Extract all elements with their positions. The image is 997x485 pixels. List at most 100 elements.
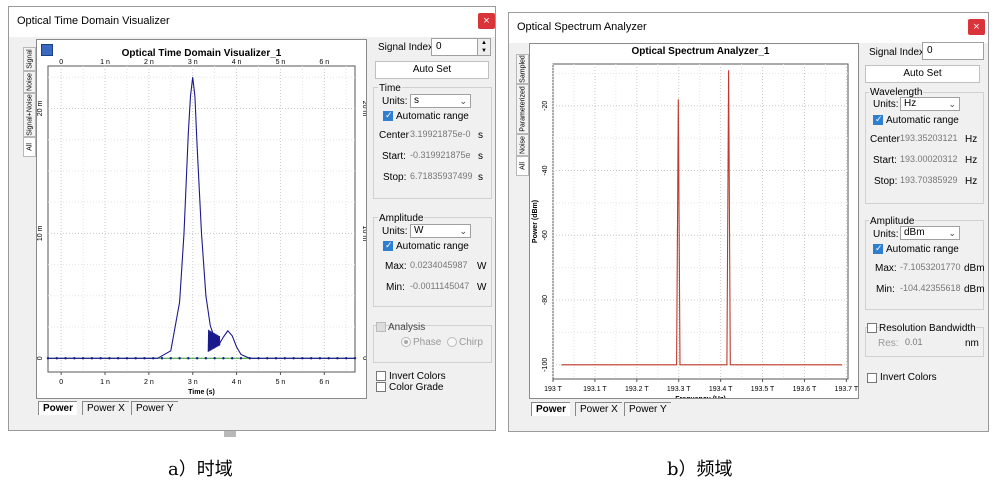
- window-title: Optical Spectrum Analyzer: [517, 21, 647, 33]
- wl-units-select[interactable]: Hz ⌄: [900, 97, 960, 111]
- y-tick-label-right: 20 m: [361, 101, 366, 117]
- tab-power[interactable]: Power: [531, 402, 571, 416]
- tab-noise[interactable]: Noise: [516, 134, 529, 156]
- tab-power[interactable]: Power: [38, 401, 78, 415]
- amp-units-label: Units:: [873, 229, 899, 240]
- min-field[interactable]: -104.42355618: [900, 281, 962, 295]
- signal-index-input[interactable]: 0 ▲ ▼: [431, 38, 491, 56]
- window-titlebar[interactable]: Optical Time Domain Visualizer ×: [9, 7, 495, 37]
- tab-all[interactable]: All: [23, 137, 36, 157]
- spin-buttons[interactable]: ▲ ▼: [477, 39, 490, 55]
- center-field[interactable]: 193.35203121: [900, 131, 962, 145]
- tab-noise[interactable]: Noise: [23, 71, 36, 93]
- auto-set-button[interactable]: Auto Set: [865, 65, 980, 83]
- min-field[interactable]: -0.0011145047: [410, 279, 473, 293]
- window-title: Optical Time Domain Visualizer: [17, 15, 170, 27]
- y-tick-label: -60: [542, 230, 549, 240]
- tab-power-y[interactable]: Power Y: [624, 402, 671, 416]
- baseline-sample-point: [160, 357, 164, 360]
- color-grade-label: Color Grade: [389, 382, 444, 393]
- max-unit: W: [477, 261, 487, 272]
- baseline-sample-point: [222, 357, 225, 360]
- time-group: [373, 87, 492, 199]
- max-field[interactable]: 0.0234045987: [410, 258, 473, 272]
- start-field[interactable]: -0.319921875e: [410, 148, 473, 162]
- chirp-radio[interactable]: [447, 337, 457, 347]
- close-button[interactable]: ×: [478, 13, 495, 29]
- chirp-label: Chirp: [459, 337, 483, 348]
- x-tick-label: 2 n: [144, 379, 154, 386]
- x-tick-label: 4 n: [232, 379, 242, 386]
- x-tick-label: 3 n: [188, 379, 198, 386]
- window-titlebar[interactable]: Optical Spectrum Analyzer ×: [509, 13, 988, 43]
- series-ringing: [207, 329, 221, 353]
- amp-auto-range-checkbox[interactable]: [873, 243, 883, 254]
- x-tick-label: 1 n: [100, 379, 110, 386]
- center-field[interactable]: 3.19921875e-0: [410, 127, 473, 141]
- center-label: Center:: [379, 130, 412, 141]
- chevron-down-icon: ⌄: [459, 226, 467, 236]
- x-tick-label: 193.7 T: [835, 386, 858, 393]
- min-label: Min:: [876, 284, 895, 295]
- max-field[interactable]: -7.1053201770: [900, 260, 962, 274]
- tab-parameterized[interactable]: Parameterized: [516, 84, 529, 134]
- tab-power-x[interactable]: Power X: [82, 401, 129, 415]
- start-field[interactable]: 193.00020312: [900, 152, 962, 166]
- analysis-checkbox[interactable]: [376, 322, 386, 332]
- chart-title: Optical Time Domain Visualizer_1: [122, 48, 282, 59]
- phase-radio[interactable]: [401, 337, 411, 347]
- auto-set-button[interactable]: Auto Set: [375, 61, 489, 79]
- signal-index-input[interactable]: 0: [922, 42, 984, 60]
- bottom-tabs: Power Power X Power Y: [531, 402, 731, 416]
- tab-all[interactable]: All: [516, 156, 529, 176]
- phase-label: Phase: [413, 337, 442, 348]
- invert-colors-checkbox[interactable]: [376, 371, 386, 381]
- amp-units-select[interactable]: W ⌄: [410, 224, 471, 238]
- invert-colors-checkbox[interactable]: [867, 373, 877, 383]
- tab-power-x[interactable]: Power X: [575, 402, 622, 416]
- baseline-sample-point: [239, 357, 243, 360]
- spectrum-window: Optical Spectrum Analyzer × Sampled Para…: [508, 12, 989, 432]
- invert-colors-label: Invert Colors: [880, 372, 937, 383]
- tab-power-y[interactable]: Power Y: [131, 401, 178, 415]
- spectrum-plot-panel: Optical Spectrum Analyzer_1 193 T 193.1 T 1…: [529, 43, 859, 399]
- amp-auto-range-checkbox[interactable]: [383, 240, 393, 251]
- close-button[interactable]: ×: [968, 19, 985, 35]
- time-auto-range-checkbox[interactable]: [383, 110, 393, 121]
- tab-signal[interactable]: Signal: [23, 47, 36, 71]
- amp-units-select[interactable]: dBm ⌄: [900, 226, 960, 240]
- stop-field[interactable]: 6.71835937499: [410, 169, 473, 183]
- y-tick-label: -40: [542, 165, 549, 175]
- stop-label: Stop:: [874, 176, 898, 187]
- stop-unit: Hz: [965, 176, 978, 187]
- series-line: [561, 70, 843, 366]
- amp-auto-range-label: Automatic range: [886, 244, 959, 255]
- start-unit: Hz: [965, 155, 978, 166]
- x-tick-label: 193.4 T: [709, 386, 733, 393]
- plot-frame: [552, 63, 849, 380]
- wavelength-group-title: Wavelength: [869, 87, 924, 98]
- tab-signal-noise[interactable]: Signal+Noise: [23, 93, 36, 137]
- wl-auto-range-checkbox[interactable]: [873, 114, 883, 125]
- chart-title: Optical Spectrum Analyzer_1: [631, 46, 769, 57]
- color-grade-checkbox[interactable]: [376, 382, 386, 392]
- resolution-checkbox[interactable]: [867, 323, 877, 333]
- min-label: Min:: [386, 282, 405, 293]
- chevron-down-icon: ⌄: [459, 96, 467, 106]
- x-tick-label-top: 2 n: [144, 59, 154, 66]
- analysis-label: Analysis: [388, 322, 426, 333]
- x-tick-label-top: 3 n: [188, 59, 198, 66]
- x-tick-label: 193.2 T: [625, 386, 649, 393]
- x-tick-label: 6 n: [319, 379, 329, 386]
- res-unit: nm: [965, 338, 979, 349]
- baseline-sample-point: [169, 357, 172, 360]
- wl-auto-range-label: Automatic range: [886, 115, 959, 126]
- time-domain-chart[interactable]: Optical Time Domain Visualizer_1 0 0 1 n 1 n…: [37, 40, 366, 398]
- time-units-select[interactable]: s ⌄: [410, 94, 471, 108]
- tab-sampled[interactable]: Sampled: [516, 54, 529, 84]
- stop-field[interactable]: 193.70385929: [900, 173, 962, 187]
- spectrum-chart[interactable]: Optical Spectrum Analyzer_1 193 T 193.1 T 1…: [530, 44, 858, 398]
- x-axis-label: Frequency (Hz): [675, 396, 726, 398]
- start-unit: s: [478, 151, 483, 162]
- res-field[interactable]: 0.01: [905, 335, 955, 349]
